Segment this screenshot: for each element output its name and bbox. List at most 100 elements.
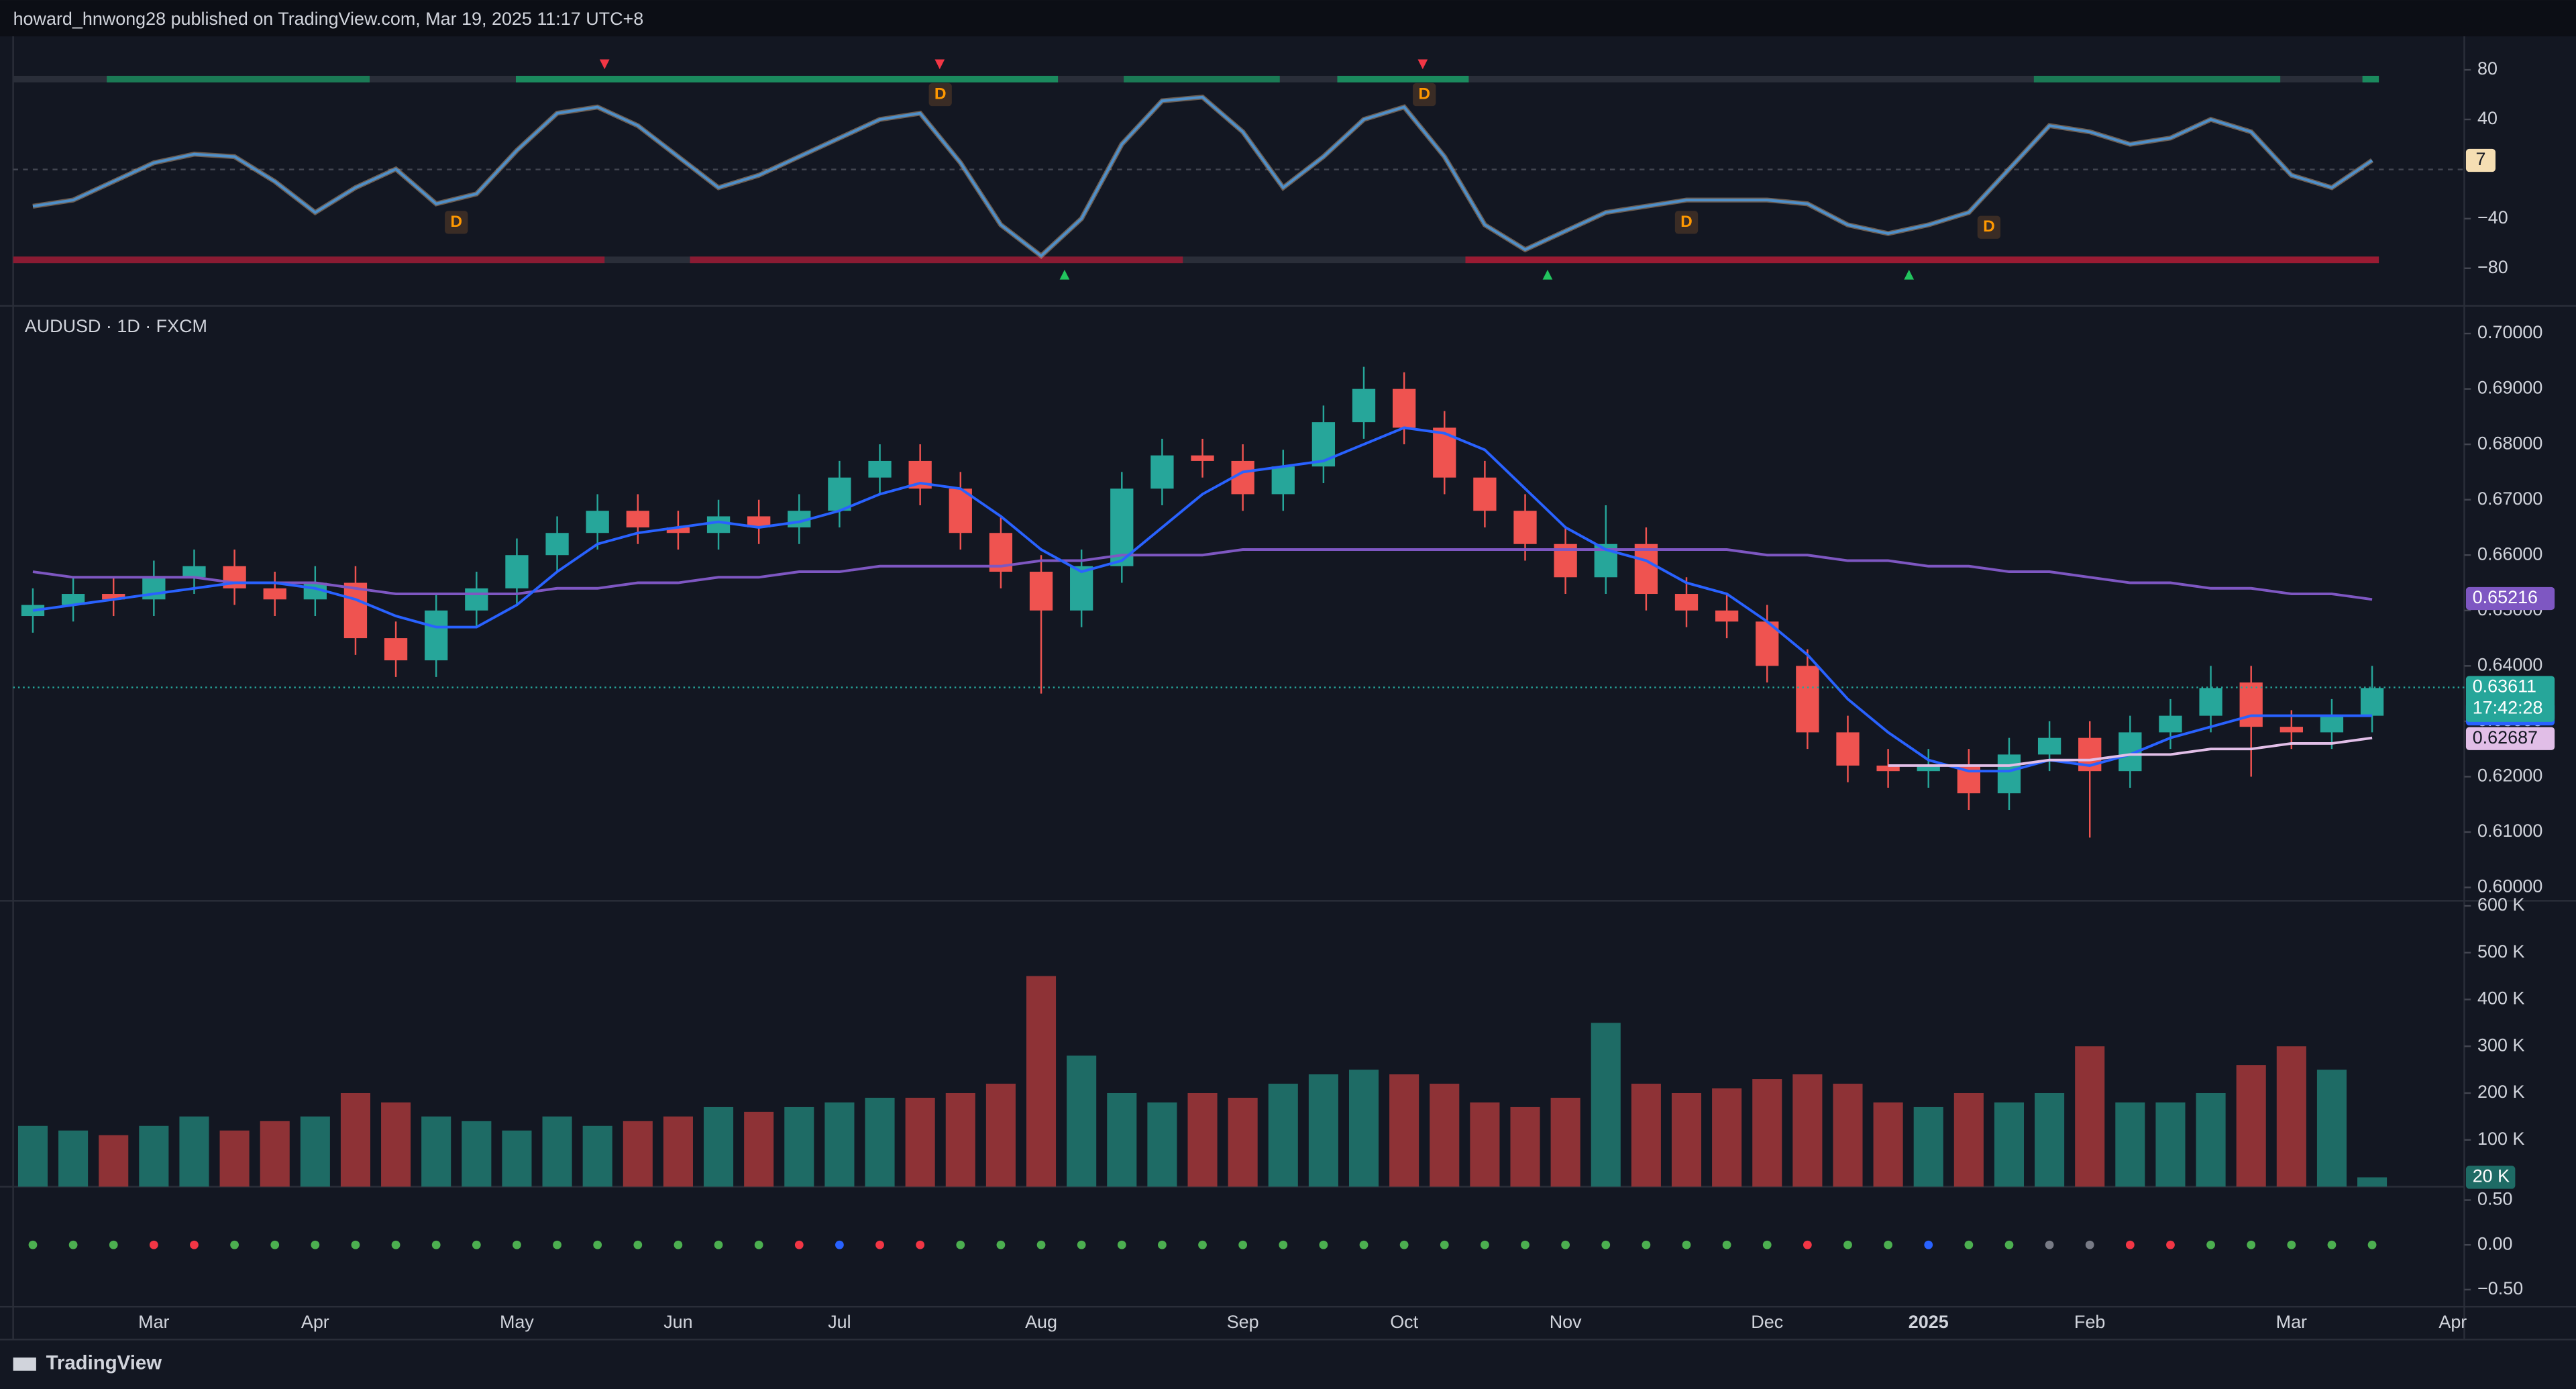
signal-dot	[513, 1240, 521, 1249]
volume-bar	[1067, 1056, 1097, 1187]
candle-body	[1191, 455, 1214, 461]
y-tick-label: 0.60000	[2477, 876, 2542, 896]
volume-bar	[58, 1130, 89, 1187]
volume-bar	[1389, 1074, 1419, 1187]
annotation: D	[1680, 213, 1693, 231]
symbol-title: AUDUSD · 1D · FXCM	[25, 316, 207, 336]
signal-dot	[1762, 1240, 1772, 1249]
candle-body	[263, 588, 286, 600]
volume-bar	[2357, 1177, 2387, 1187]
candle-body	[182, 566, 206, 578]
signal-dot	[956, 1240, 965, 1249]
signal-dot	[270, 1240, 280, 1249]
volume-bar	[1994, 1102, 2025, 1187]
osc-bands	[13, 59, 2465, 280]
volume-bar	[582, 1125, 612, 1187]
candle-body	[1917, 765, 1940, 772]
annotation: D	[1983, 217, 1995, 236]
candle-body	[2199, 688, 2222, 716]
signal-dot	[311, 1240, 320, 1249]
x-tick-label: Jun	[663, 1312, 692, 1332]
signal-dot	[28, 1240, 38, 1249]
signal-dot	[1601, 1240, 1611, 1249]
volume-bar	[1712, 1088, 1742, 1187]
signal-dot	[916, 1240, 925, 1249]
moving-average	[32, 426, 2373, 773]
signal-dot	[190, 1240, 199, 1249]
volume-bar	[1752, 1079, 1782, 1187]
signal-dot	[1359, 1240, 1368, 1249]
signal-dot	[1158, 1240, 1167, 1249]
volume-bar	[1510, 1107, 1540, 1187]
annotation: D	[450, 213, 462, 231]
x-tick-label: Nov	[1550, 1312, 1582, 1332]
volume-bar	[421, 1116, 451, 1187]
y-tick-label: 0.64000	[2477, 654, 2542, 674]
y-tick-label: 500 K	[2477, 941, 2524, 962]
candle-body	[384, 638, 408, 661]
y-tick-label: 0.00	[2477, 1233, 2512, 1253]
volume-bar	[1833, 1084, 1863, 1187]
candle-body	[1271, 466, 1295, 495]
volume-bar	[139, 1125, 169, 1187]
signal-dot	[230, 1240, 239, 1249]
signal-dot	[1642, 1240, 1651, 1249]
volume-bar	[2115, 1102, 2145, 1187]
signal-dot	[2247, 1240, 2256, 1249]
volume-bar	[1913, 1107, 1943, 1187]
signal-dot	[835, 1240, 844, 1249]
logo	[13, 1357, 36, 1371]
x-tick-label: Mar	[138, 1312, 169, 1332]
volume-bar	[623, 1121, 653, 1187]
candle-body	[2360, 688, 2384, 716]
signal-dot	[109, 1240, 118, 1249]
volume-bar	[1671, 1092, 1702, 1187]
volume-bar	[1107, 1092, 1137, 1187]
y-tick-label: 0.69000	[2477, 378, 2542, 398]
candle-body	[1393, 389, 1416, 428]
countdown: 17:42:28	[2473, 697, 2543, 717]
volume-bar	[744, 1111, 774, 1187]
signal-dot	[1722, 1240, 1731, 1249]
signal-dot	[1077, 1240, 1086, 1249]
volume-bar	[905, 1097, 935, 1187]
candle-body	[868, 460, 892, 478]
volume-bar	[784, 1107, 814, 1187]
annotation: D	[934, 85, 947, 103]
candle-body	[102, 594, 125, 600]
volume-bar	[865, 1097, 895, 1187]
x-tick-label: Apr	[301, 1312, 329, 1332]
x-tick-label: Sep	[1227, 1312, 1259, 1332]
y-tick-label: 0.62000	[2477, 766, 2542, 786]
signal-dot	[996, 1240, 1006, 1249]
x-tick-label: Feb	[2074, 1312, 2105, 1332]
footer-brand: TradingView	[46, 1352, 162, 1374]
signal-dot	[875, 1240, 884, 1249]
signal-dot	[1279, 1240, 1288, 1249]
signal-dot	[1561, 1240, 1570, 1249]
candle-body	[1513, 511, 1537, 544]
volume-bar	[2236, 1065, 2266, 1187]
y-tick-label: −40	[2477, 207, 2508, 227]
volume-bar	[179, 1116, 209, 1187]
y-tick-label: 300 K	[2477, 1035, 2524, 1055]
signal-dot	[1964, 1240, 1974, 1249]
signal-dot	[1682, 1240, 1691, 1249]
candle-body	[1836, 732, 1860, 766]
signal-dot	[2045, 1240, 2054, 1249]
volume-bar	[502, 1130, 532, 1187]
x-tick-label: May	[500, 1312, 534, 1332]
candle-body	[1352, 389, 1376, 423]
signal-dot	[754, 1240, 763, 1249]
volume-last-box	[2465, 1166, 2516, 1189]
volume-bar	[824, 1102, 855, 1187]
volume-bar	[542, 1116, 572, 1187]
candle-body	[1997, 754, 2021, 794]
signal-dot	[1319, 1240, 1328, 1249]
volume-bar	[1147, 1102, 1177, 1187]
candle-body	[1876, 765, 1900, 772]
volume-bar	[1591, 1023, 1621, 1187]
y-tick-label: 40	[2477, 108, 2498, 128]
signal-dot	[1924, 1240, 1933, 1249]
volume-bar	[340, 1092, 370, 1187]
